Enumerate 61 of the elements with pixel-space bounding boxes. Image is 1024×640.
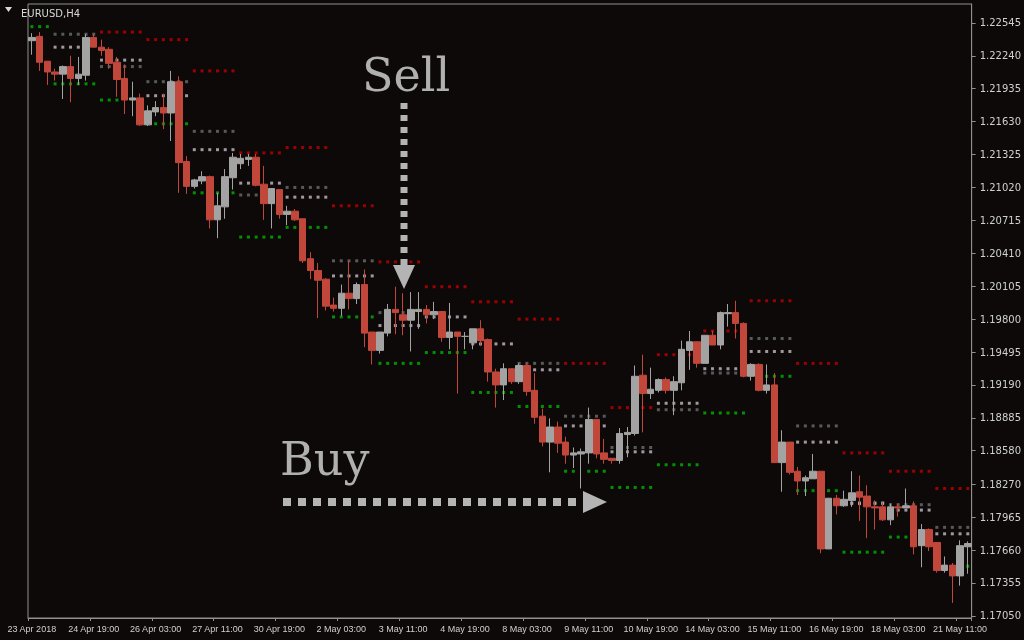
y-tick-label: 1.17660 [979,544,1022,556]
y-tick-label: 1.22240 [979,50,1022,62]
x-tick-label: 10 May 19:00 [623,623,678,634]
candlestick [825,497,832,550]
candlestick [817,470,825,554]
y-tick-label: 1.19800 [979,313,1022,325]
candlestick [276,189,283,220]
x-tick-label: 30 Apr 19:00 [253,623,305,634]
y-tick-label: 1.18885 [979,412,1022,424]
x-tick-label: 24 Apr 19:00 [68,623,120,634]
x-tick-label: 14 May 03:00 [685,623,740,634]
y-tick-label: 1.17355 [979,577,1022,589]
x-tick-label: 3 May 11:00 [378,623,428,634]
y-tick-label: 1.19495 [979,346,1022,358]
x-tick-label: 23 Apr 2018 [7,623,57,634]
candlestick [129,81,136,117]
chart-title: EURUSD,H4 [21,7,81,19]
candlestick [353,281,360,305]
candlestick [206,175,214,229]
y-tick-label: 1.18580 [979,445,1022,457]
y-tick-label: 1.17965 [979,511,1022,523]
candlestick [949,562,956,604]
x-tick-label: 18 May 03:00 [870,623,926,634]
candlestick [918,523,925,568]
y-tick-label: 1.21935 [979,83,1022,95]
y-tick-label: 1.20410 [979,247,1022,259]
candlestick [941,555,948,574]
x-tick-label: 4 May 19:00 [440,623,490,634]
y-tick-label: 1.17050 [979,610,1022,622]
x-tick-label: 27 Apr 11:00 [192,623,243,634]
y-tick-label: 1.20105 [979,280,1022,292]
candlestick [28,32,36,56]
candlestick [136,93,144,127]
candlestick [283,205,291,226]
candlestick [268,188,275,229]
candlestick [546,417,554,473]
x-tick-label: 2 May 03:00 [316,623,367,634]
y-tick-label: 1.21020 [979,181,1022,193]
candlestick [438,311,446,343]
x-tick-label: 26 Apr 03:00 [130,623,182,634]
x-tick-label: 8 May 03:00 [502,623,552,634]
annotation: Buy [280,432,370,486]
x-tick-label: 16 May 19:00 [809,623,864,634]
candlestick [693,341,701,369]
y-tick-label: 1.21630 [979,116,1022,128]
y-tick-label: 1.19190 [979,379,1022,391]
x-tick-label: 15 May 11:00 [747,623,802,634]
candlestick [778,429,786,493]
candlestick [755,362,763,392]
candlestick [508,368,515,385]
y-tick-label: 1.20715 [979,214,1022,226]
candlestick [833,494,840,515]
candlestick [662,376,670,395]
y-tick-label: 1.18270 [979,478,1022,490]
annotation: Sell [362,48,451,102]
x-tick-label: 21 May 11:00 [933,623,987,634]
candlestick [701,334,709,364]
x-tick-label: 9 May 11:00 [564,623,614,634]
y-tick-label: 1.22545 [979,17,1022,29]
candlestick [747,362,755,382]
y-tick-label: 1.21325 [979,149,1022,161]
